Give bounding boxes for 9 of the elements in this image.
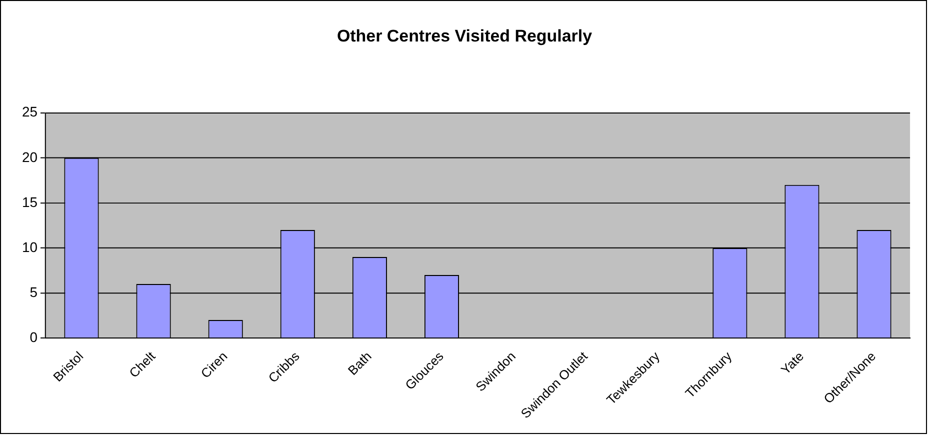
y-tick-label: 25 — [22, 104, 38, 120]
chart-title: Other Centres Visited Regularly — [336, 26, 593, 46]
y-tick-label: 20 — [22, 148, 38, 165]
x-tick-label: Bath — [344, 348, 374, 378]
y-tick-label: 15 — [22, 194, 38, 210]
x-tick-label: Yate — [778, 348, 807, 378]
y-tick-label: 0 — [30, 328, 38, 345]
y-tick-label: 5 — [30, 284, 38, 300]
y-tick-label: 10 — [22, 238, 38, 255]
